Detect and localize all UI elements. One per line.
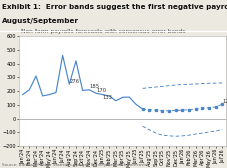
Text: 133: 133 xyxy=(102,95,112,100)
Text: 170: 170 xyxy=(96,88,106,93)
Text: Source: Bureau of Labor Statistics, Morgan Stanley Research Forecasts: Source: Bureau of Labor Statistics, Morg… xyxy=(2,163,147,167)
Text: 120: 120 xyxy=(221,99,227,104)
Text: August/September: August/September xyxy=(2,18,79,24)
Text: 276: 276 xyxy=(69,79,79,84)
Text: 185: 185 xyxy=(89,85,99,90)
Text: Non-farm payrolls forecasts with consensus error bands: Non-farm payrolls forecasts with consens… xyxy=(21,29,185,34)
Text: Exhibit 1:  Error bands suggest the first negative payroll print could come in: Exhibit 1: Error bands suggest the first… xyxy=(2,4,227,10)
